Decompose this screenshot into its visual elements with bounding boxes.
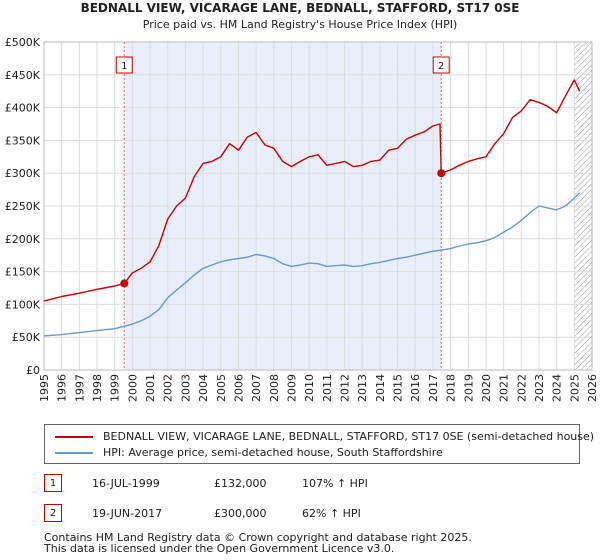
annotation-marker-2: 2 bbox=[44, 504, 62, 522]
x-tick-label: 2017 bbox=[427, 374, 440, 402]
y-tick-label: £500K bbox=[5, 36, 41, 49]
chart-subtitle: Price paid vs. HM Land Registry's House … bbox=[143, 18, 458, 31]
annotation-marker-1: 1 bbox=[44, 474, 62, 492]
footer-line-1: Contains HM Land Registry data © Crown c… bbox=[44, 531, 472, 544]
x-tick-label: 2008 bbox=[268, 374, 281, 402]
plot-border bbox=[43, 41, 593, 371]
annotation-price-2: £300,000 bbox=[214, 507, 267, 520]
x-tick-label: 2004 bbox=[197, 374, 210, 402]
x-tick-label: 2015 bbox=[392, 374, 405, 402]
annotation-date-2: 19-JUN-2017 bbox=[92, 507, 163, 520]
x-tick-label: 2020 bbox=[480, 374, 493, 402]
y-tick-label: £300K bbox=[5, 167, 41, 180]
y-tick-label: £400K bbox=[5, 102, 41, 115]
x-tick-label: 2012 bbox=[339, 374, 352, 402]
x-tick-label: 1995 bbox=[38, 374, 51, 402]
y-tick-label: £100K bbox=[5, 298, 41, 311]
sale-point-2 bbox=[437, 169, 446, 178]
x-tick-label: 2019 bbox=[462, 374, 475, 402]
x-tick-label: 2010 bbox=[303, 374, 316, 402]
legend-label-hpi: HPI: Average price, semi-detached house,… bbox=[103, 446, 443, 459]
sale-marker-label-1: 1 bbox=[121, 61, 127, 72]
sale-marker-box-1 bbox=[115, 56, 133, 74]
x-tick-label: 1996 bbox=[56, 374, 69, 402]
chart-legend: BEDNALL VIEW, VICARAGE LANE, BEDNALL, ST… bbox=[44, 424, 594, 464]
x-tick-label: 2002 bbox=[162, 374, 175, 402]
y-tick-label: £50K bbox=[12, 331, 41, 344]
x-tick-label: 1997 bbox=[73, 374, 86, 402]
y-tick-label: £450K bbox=[5, 69, 41, 82]
annotation-date-1: 16-JUL-1999 bbox=[92, 477, 160, 490]
y-tick-label: £250K bbox=[5, 200, 41, 213]
legend-label-property: BEDNALL VIEW, VICARAGE LANE, BEDNALL, ST… bbox=[103, 430, 595, 443]
series-line-hpi bbox=[43, 192, 581, 337]
annotation-pct-1: 107% ↑ HPI bbox=[302, 477, 368, 490]
chart-title: BEDNALL VIEW, VICARAGE LANE, BEDNALL, ST… bbox=[81, 1, 520, 15]
sale-marker-label-2: 2 bbox=[438, 61, 444, 72]
y-tick-label: £350K bbox=[5, 134, 41, 147]
y-tick-label: £0 bbox=[26, 364, 40, 377]
x-tick-label: 2001 bbox=[144, 374, 157, 402]
x-tick-label: 2009 bbox=[285, 374, 298, 402]
legend-swatch-hpi bbox=[55, 452, 93, 454]
footer-line-2: This data is licensed under the Open Gov… bbox=[44, 542, 395, 555]
x-tick-label: 1999 bbox=[109, 374, 122, 402]
x-tick-label: 2016 bbox=[409, 374, 422, 402]
price-chart: BEDNALL VIEW, VICARAGE LANE, BEDNALL, ST… bbox=[5, 1, 599, 402]
x-tick-label: 2003 bbox=[179, 374, 192, 402]
sale-marker-box-2 bbox=[432, 56, 450, 74]
y-tick-label: £150K bbox=[5, 266, 41, 279]
x-tick-label: 2013 bbox=[356, 374, 369, 402]
annotation-pct-2: 62% ↑ HPI bbox=[302, 507, 361, 520]
x-tick-label: 2023 bbox=[533, 374, 546, 402]
x-tick-label: 2005 bbox=[215, 374, 228, 402]
annotation-price-1: £132,000 bbox=[214, 477, 267, 490]
footer: Contains HM Land Registry data © Crown c… bbox=[44, 532, 472, 554]
sale-point-1 bbox=[120, 279, 129, 288]
x-tick-label: 1998 bbox=[91, 374, 104, 402]
x-tick-label: 2026 bbox=[586, 374, 599, 402]
x-tick-label: 2006 bbox=[232, 374, 245, 402]
x-tick-label: 2021 bbox=[498, 374, 511, 402]
x-tick-label: 2000 bbox=[126, 374, 139, 402]
x-tick-label: 2024 bbox=[551, 374, 564, 402]
x-tick-label: 2018 bbox=[445, 374, 458, 402]
y-tick-label: £200K bbox=[5, 233, 41, 246]
x-tick-label: 2011 bbox=[321, 374, 334, 402]
x-tick-label: 2014 bbox=[374, 374, 387, 402]
x-tick-label: 2007 bbox=[250, 374, 263, 402]
x-tick-label: 2022 bbox=[515, 374, 528, 402]
x-tick-label: 2025 bbox=[568, 374, 581, 402]
series-line-property bbox=[43, 79, 581, 302]
legend-swatch-property bbox=[55, 436, 93, 438]
